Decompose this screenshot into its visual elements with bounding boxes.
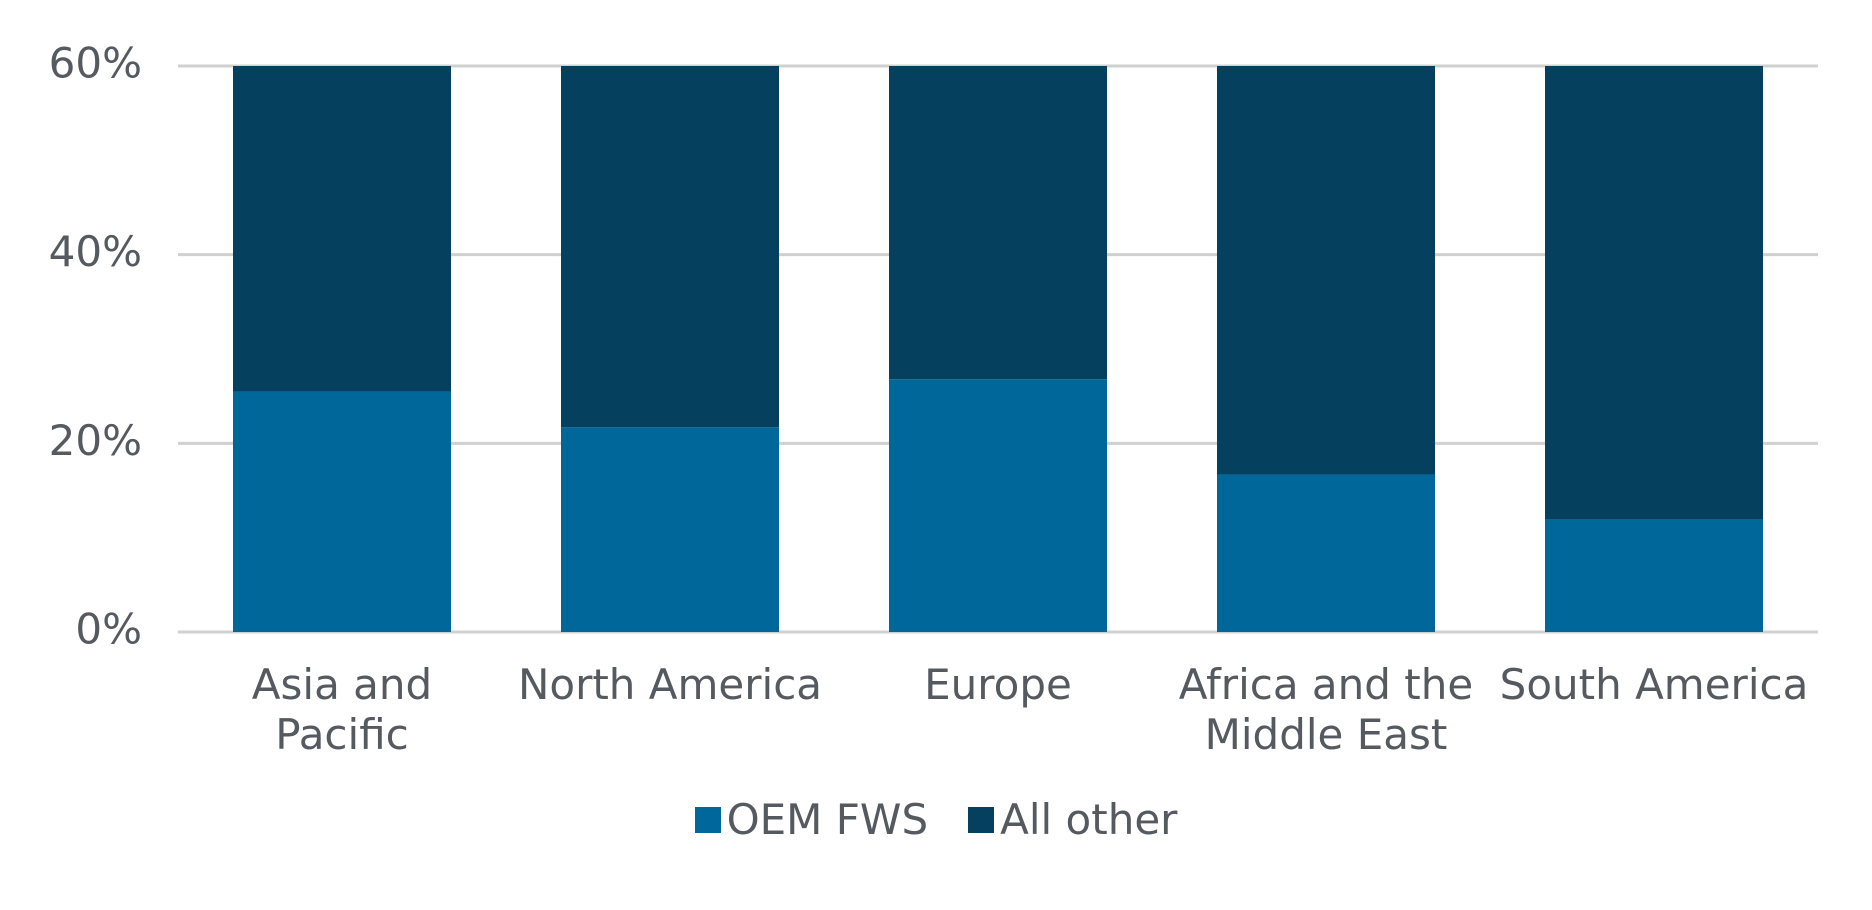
bar-segment [233, 66, 451, 392]
legend-label: All other [1000, 795, 1178, 844]
bar-segment [233, 391, 451, 632]
bar-segment [1545, 519, 1763, 632]
legend-label: OEM FWS [726, 795, 929, 844]
legend: OEM FWS All other [0, 795, 1872, 844]
x-tick-label: Europe [924, 660, 1072, 709]
bar-segment [889, 379, 1107, 632]
y-tick-label: 60% [49, 39, 142, 88]
x-tick-label: North America [517, 660, 823, 709]
bar-segment [889, 66, 1107, 380]
x-tick-label: Africa and the Middle East [1178, 660, 1474, 759]
bar-segment [561, 66, 779, 428]
bar-segment [1217, 66, 1435, 475]
x-tick-label: South America [1499, 660, 1809, 709]
bar-segment [1217, 474, 1435, 632]
y-tick-label: 20% [49, 416, 142, 465]
y-tick-label: 40% [49, 227, 142, 276]
legend-item: All other [968, 795, 1177, 844]
legend-swatch [968, 806, 995, 833]
bar-segment [561, 427, 779, 632]
legend-item: OEM FWS [694, 795, 929, 844]
x-tick-label: Asia and Pacific [251, 660, 433, 759]
y-tick-label: 0% [75, 605, 142, 654]
bar-segment [1545, 66, 1763, 520]
legend-swatch [694, 806, 721, 833]
